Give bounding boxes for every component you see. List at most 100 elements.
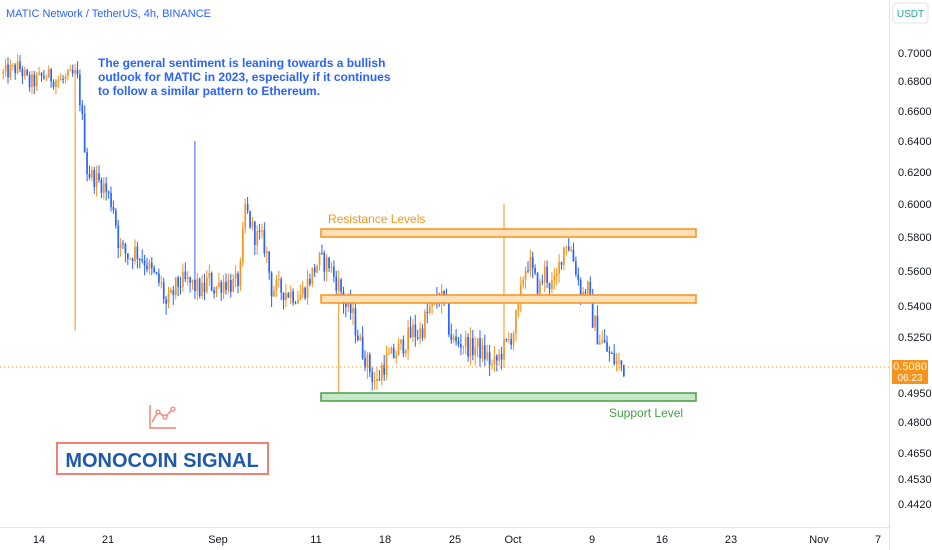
- candle-body: [409, 327, 412, 338]
- candle-body: [4, 64, 7, 72]
- price-tick-label: 0.7000: [898, 48, 932, 60]
- candle-body: [524, 270, 527, 280]
- candle-body: [565, 246, 568, 248]
- sentiment-line-3[interactable]: to follow a similar pattern to Ethereum.: [98, 84, 320, 98]
- time-tick-label: 7: [875, 534, 881, 546]
- resistance-label[interactable]: Resistance Levels: [328, 212, 425, 226]
- candle-body: [100, 179, 103, 193]
- time-tick-label: 18: [379, 534, 391, 546]
- candle-body: [519, 284, 522, 303]
- candle-body: [292, 291, 294, 303]
- candle-body: [301, 287, 304, 295]
- candle-body: [165, 299, 167, 304]
- candle-body: [522, 280, 524, 285]
- candle-body: [103, 183, 105, 193]
- candle-body: [254, 221, 256, 245]
- candle-body: [548, 282, 551, 289]
- candle-body: [52, 81, 55, 87]
- candle-body: [563, 247, 565, 265]
- price-tick-label: 0.4650: [898, 448, 932, 460]
- candle-body: [424, 311, 426, 338]
- candle-body: [560, 261, 563, 265]
- candle-body: [138, 259, 141, 260]
- candle-body: [306, 278, 309, 298]
- candle-body: [623, 365, 625, 377]
- candle-body: [153, 268, 155, 272]
- candle-body: [143, 260, 146, 266]
- candle-body: [45, 77, 48, 79]
- candle-body: [577, 274, 580, 281]
- candle-body: [43, 75, 45, 78]
- candle-body: [91, 169, 93, 178]
- candle-body: [462, 346, 465, 348]
- candle-body: [448, 300, 450, 335]
- candle-body: [16, 61, 19, 74]
- candle-body: [467, 337, 469, 357]
- candle-body: [242, 228, 244, 262]
- candle-body: [618, 360, 620, 362]
- sentiment-line-1[interactable]: The general sentiment is leaning towards…: [98, 56, 385, 70]
- candle-body: [484, 345, 486, 360]
- candle-body: [76, 69, 79, 75]
- candle-body: [21, 69, 24, 77]
- candle-body: [428, 306, 431, 313]
- candle-body: [496, 355, 498, 361]
- candle-body: [239, 261, 242, 286]
- candle-body: [515, 310, 517, 334]
- candle-body: [83, 113, 86, 152]
- candle-body: [486, 352, 489, 360]
- candle-body: [527, 270, 529, 272]
- candle-body: [584, 292, 587, 294]
- candle-body: [273, 290, 275, 297]
- candle-body: [57, 80, 60, 82]
- candle-body: [67, 70, 69, 77]
- candle-body: [479, 338, 481, 359]
- candle-body: [155, 272, 158, 274]
- price-tick-label: 0.6200: [898, 167, 932, 179]
- resistance-zone-lower[interactable]: [320, 294, 697, 304]
- candle-body: [131, 258, 134, 261]
- candle-body: [115, 210, 117, 226]
- candle-body: [505, 339, 508, 340]
- candle-body: [570, 249, 572, 251]
- candle-body: [318, 252, 321, 266]
- candle-body: [237, 273, 239, 286]
- price-tick-label: 0.6600: [898, 106, 932, 118]
- candle-body: [59, 79, 62, 81]
- candle-body: [86, 152, 88, 174]
- candle-body: [208, 273, 211, 278]
- candle-body: [280, 279, 282, 293]
- candle-body: [79, 74, 81, 106]
- support-label[interactable]: Support Level: [609, 406, 683, 420]
- candle-body: [369, 354, 371, 372]
- candle-body: [414, 324, 417, 337]
- time-tick-label: 23: [725, 534, 737, 546]
- candle-body: [33, 74, 36, 87]
- candle-body: [481, 345, 484, 359]
- sentiment-line-2[interactable]: outlook for MATIC in 2023, especially if…: [98, 70, 391, 84]
- candle-body: [402, 339, 405, 354]
- candle-body: [407, 327, 409, 351]
- candle-body: [536, 272, 539, 294]
- candle-body: [186, 277, 189, 279]
- candle-body: [38, 72, 40, 75]
- candle-body: [531, 257, 534, 269]
- brand-box: [56, 442, 269, 475]
- resistance-zone-upper[interactable]: [320, 228, 697, 238]
- candle-body: [7, 64, 9, 78]
- last-price-countdown: 06:23: [897, 373, 922, 384]
- candle-body: [179, 286, 182, 288]
- candle-body: [352, 308, 354, 313]
- currency-badge[interactable]: [892, 2, 929, 24]
- last-price-tag: [892, 360, 928, 384]
- candle-body: [251, 221, 254, 228]
- candle-body: [390, 347, 393, 354]
- candle-body: [558, 261, 560, 274]
- candle-body: [460, 344, 462, 348]
- chart-logo-icon: [149, 405, 176, 429]
- support-zone[interactable]: [320, 392, 697, 402]
- price-tick-label: 0.4800: [898, 417, 932, 429]
- candle-body: [510, 339, 512, 345]
- candle-body: [555, 273, 558, 277]
